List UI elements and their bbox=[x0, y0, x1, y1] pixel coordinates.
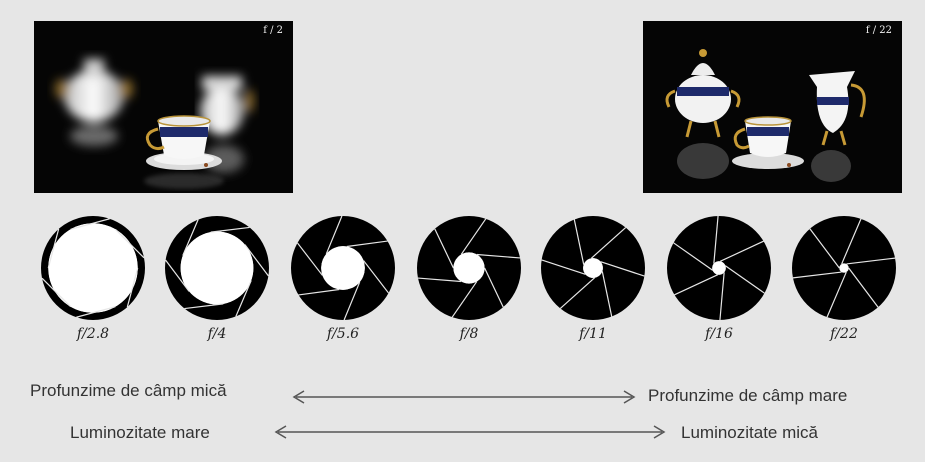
aperture-blades bbox=[541, 216, 645, 320]
aperture-opening bbox=[180, 231, 254, 305]
blade-seam bbox=[114, 228, 145, 259]
tea-set-sharp-image bbox=[643, 21, 902, 193]
aperture-diagram bbox=[414, 213, 524, 323]
photo-aperture-label: f / 2 bbox=[263, 25, 283, 36]
blade-seam bbox=[719, 272, 725, 321]
blade-seam bbox=[846, 257, 896, 265]
photo-shallow-dof: f / 2 bbox=[34, 21, 293, 193]
blade-seam bbox=[298, 288, 340, 296]
double-arrow-light bbox=[274, 425, 666, 439]
blade-seam bbox=[725, 265, 765, 294]
blade-seam bbox=[841, 218, 862, 265]
blade-seam bbox=[713, 215, 719, 264]
blade-seam bbox=[434, 228, 454, 269]
blade-seam bbox=[47, 228, 60, 269]
blade-seam bbox=[235, 280, 252, 317]
blade-seam bbox=[126, 267, 139, 308]
aperture-opening bbox=[839, 263, 849, 273]
blade-seam bbox=[182, 219, 199, 256]
blade-seam bbox=[573, 219, 585, 265]
blade-seam bbox=[476, 253, 521, 259]
double-arrow-dof bbox=[292, 390, 636, 404]
aperture-label: f/11 bbox=[579, 326, 607, 342]
blade-seam bbox=[484, 267, 504, 308]
blade-seam bbox=[76, 306, 116, 318]
aperture-opening bbox=[321, 246, 365, 290]
blade-seam bbox=[601, 271, 613, 317]
aperture-blades bbox=[165, 216, 269, 320]
blade-seam bbox=[346, 240, 388, 248]
blade-seam bbox=[417, 277, 462, 283]
aperture-blades bbox=[667, 216, 771, 320]
blade-seam bbox=[600, 261, 645, 277]
aperture-blades bbox=[417, 216, 521, 320]
aperture-diagram bbox=[38, 213, 148, 323]
caption-light-large: Luminozitate mare bbox=[70, 423, 210, 442]
aperture-opening bbox=[453, 252, 485, 284]
blade-seam bbox=[826, 271, 847, 318]
blade-seam bbox=[296, 242, 323, 276]
blade-seam bbox=[210, 226, 250, 233]
blade-seam bbox=[451, 281, 478, 318]
aperture-label: f/4 bbox=[207, 326, 227, 342]
caption-light-small: Luminozitate mică bbox=[681, 423, 819, 442]
blade-seam bbox=[673, 242, 713, 271]
caption-dof-small: Profunzime de câmp mică bbox=[30, 381, 227, 400]
aperture-diagram bbox=[789, 213, 899, 323]
blade-seam bbox=[541, 259, 586, 275]
blade-seam bbox=[363, 260, 390, 294]
aperture-opening bbox=[583, 258, 603, 278]
aperture-diagram bbox=[162, 213, 272, 323]
blade-seam bbox=[792, 271, 842, 279]
blade-seam bbox=[559, 277, 596, 309]
photo-aperture-label: f / 22 bbox=[865, 25, 892, 36]
blade-seam bbox=[70, 218, 110, 230]
blade-seam bbox=[719, 240, 764, 262]
aperture-label: f/2.8 bbox=[76, 326, 110, 342]
blade-seam bbox=[325, 215, 343, 255]
aperture-label: f/5.6 bbox=[326, 326, 360, 342]
aperture-opening bbox=[712, 261, 726, 275]
tea-set-blurred-image bbox=[34, 21, 293, 193]
blade-seam bbox=[809, 228, 840, 269]
blade-seam bbox=[244, 244, 269, 277]
aperture-diagram bbox=[664, 213, 774, 323]
blade-seam bbox=[674, 274, 719, 296]
blade-seam bbox=[343, 281, 361, 321]
aperture-opening bbox=[48, 223, 138, 313]
aperture-diagram bbox=[538, 213, 648, 323]
aperture-label: f/22 bbox=[830, 326, 858, 342]
blade-seam bbox=[460, 218, 487, 255]
photo-deep-dof: f / 22 bbox=[643, 21, 902, 193]
blade-seam bbox=[848, 267, 879, 308]
aperture-blades bbox=[792, 216, 896, 320]
blade-seam bbox=[184, 303, 224, 310]
aperture-label: f/16 bbox=[705, 326, 733, 342]
caption-dof-large: Profunzime de câmp mare bbox=[648, 386, 848, 405]
aperture-blades bbox=[291, 216, 395, 320]
aperture-label: f/8 bbox=[459, 326, 479, 342]
blade-seam bbox=[165, 259, 190, 292]
aperture-diagram bbox=[288, 213, 398, 323]
blade-seam bbox=[590, 227, 627, 259]
blade-seam bbox=[41, 277, 72, 308]
